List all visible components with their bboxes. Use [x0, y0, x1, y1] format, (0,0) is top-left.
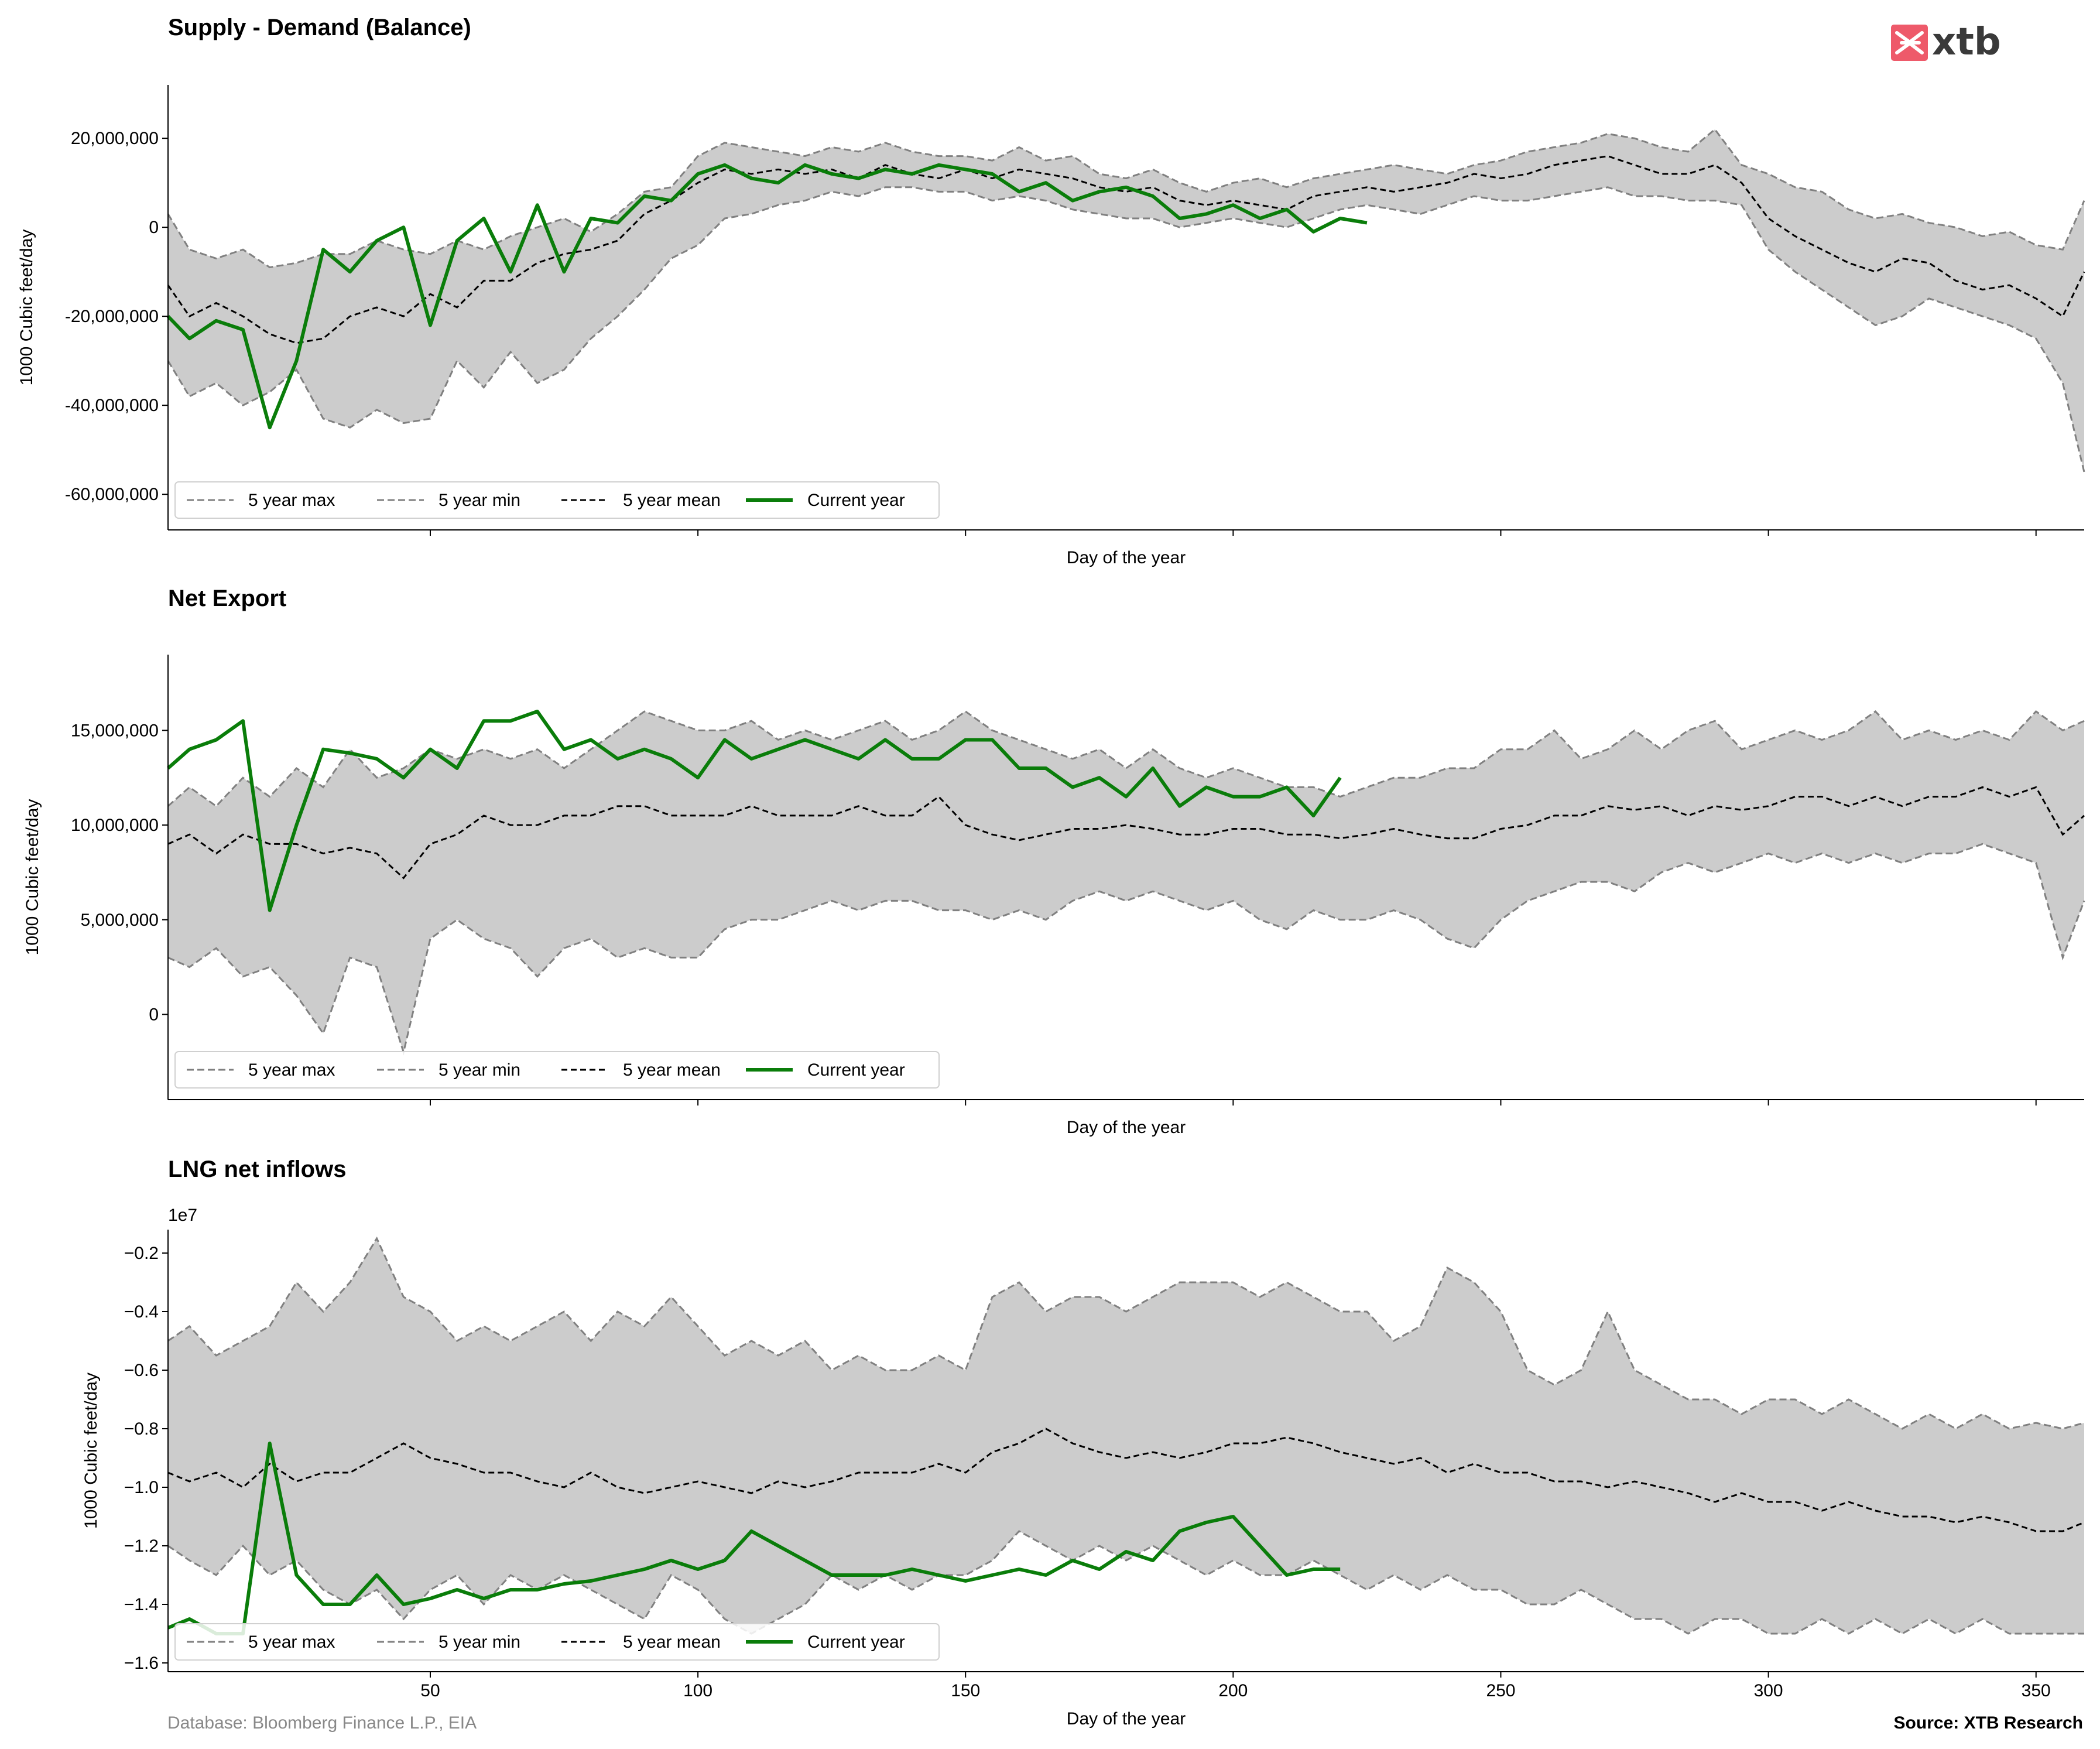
- chart-panel-1: Supply - Demand (Balance) 20,000,000 0 -20,…: [17, 15, 2085, 567]
- xtb-logo: xtb: [1891, 20, 2001, 64]
- y-tick-label: -20,000,000: [65, 307, 159, 326]
- series-current-year-line: [167, 1442, 1341, 1635]
- panel-title: LNG net inflows: [168, 1156, 346, 1182]
- y-tick-label: −1.2: [124, 1536, 159, 1556]
- legend-box: [174, 481, 940, 519]
- legend-entry: 5 year mean: [623, 1060, 721, 1080]
- panel-title: Supply - Demand (Balance): [168, 15, 471, 40]
- legend-entry: 5 year mean: [623, 491, 721, 510]
- series-5-year-mean-line: [167, 786, 2085, 879]
- legend-box: [174, 1051, 940, 1089]
- y-tick-label: −1.0: [124, 1478, 159, 1497]
- y-tick-label: 5,000,000: [81, 911, 159, 930]
- y-tick-label: 0: [149, 1005, 159, 1024]
- legend: 5 year max 5 year min 5 year mean Current y…: [174, 1623, 940, 1661]
- min-max-band: [168, 129, 2084, 473]
- y-offset-label: 1e7: [168, 1206, 197, 1225]
- panel-title: Net Export: [168, 586, 286, 611]
- x-tick-label: 150: [951, 1681, 980, 1700]
- legend-box: [174, 1623, 940, 1661]
- legend-entry: 5 year max: [248, 1060, 335, 1080]
- xtb-logo-cross-icon: [1895, 31, 1924, 54]
- legend-entry: Current year: [807, 491, 905, 510]
- y-tick-label: −0.4: [124, 1302, 159, 1322]
- legend-entry: 5 year mean: [623, 1632, 721, 1652]
- y-axis-label: 1000 Cubic feet/day: [23, 799, 42, 956]
- y-tick-label: -40,000,000: [65, 396, 159, 415]
- series-5-year-mean-line: [167, 1428, 2085, 1532]
- y-tick-label: 0: [149, 218, 159, 237]
- series-5-year-max-line: [167, 128, 2085, 269]
- series-current-year-line: [166, 163, 1368, 430]
- footer-database: Database: Bloomberg Finance L.P., EIA: [167, 1713, 477, 1733]
- y-axis-label: 1000 Cubic feet/day: [17, 230, 36, 386]
- y-tick-label: −0.2: [124, 1244, 159, 1263]
- x-tick-label: 350: [2022, 1681, 2051, 1700]
- legend: 5 year max 5 year min 5 year mean Current y…: [174, 481, 940, 519]
- series-5-year-mean-line: [167, 155, 2085, 344]
- y-tick-label: −1.6: [124, 1654, 159, 1673]
- legend-entry: Current year: [807, 1632, 905, 1652]
- legend: 5 year max 5 year min 5 year mean Current y…: [174, 1051, 940, 1089]
- chart-panels: Supply - Demand (Balance) 20,000,000 0 -20,…: [17, 15, 2085, 1729]
- y-tick-label: −0.8: [124, 1419, 159, 1439]
- y-axis-label: 1000 Cubic feet/day: [81, 1372, 101, 1529]
- series-current-year-line: [167, 710, 1342, 912]
- x-tick-label: 300: [1754, 1681, 1783, 1700]
- y-tick-label: 15,000,000: [71, 721, 159, 740]
- series-5-year-max-line: [167, 1236, 2085, 1430]
- legend-entry: 5 year min: [439, 1632, 520, 1652]
- y-tick-label: -60,000,000: [65, 485, 159, 504]
- series-5-year-min-line: [167, 843, 2085, 1056]
- x-axis-label: Day of the year: [1067, 548, 1186, 567]
- legend-entry: 5 year max: [248, 1632, 335, 1652]
- y-tick-label: 10,000,000: [71, 816, 159, 835]
- x-axis-label: Day of the year: [1067, 1118, 1186, 1137]
- x-tick-label: 100: [683, 1681, 712, 1700]
- xtb-logo-text: xtb: [1932, 20, 2001, 64]
- chart-panel-3: LNG net inflows 1e7 −0.2 −0.4 −0.6 −0.8 −1.0 −1…: [81, 1156, 2085, 1729]
- min-max-band: [168, 711, 2084, 1053]
- min-max-band: [168, 1238, 2084, 1634]
- y-tick-label: 20,000,000: [71, 129, 159, 148]
- x-tick-label: 250: [1486, 1681, 1515, 1700]
- series-5-year-min-line: [167, 1530, 2084, 1635]
- legend-entry: 5 year max: [248, 491, 335, 510]
- x-axis-label: Day of the year: [1067, 1709, 1186, 1729]
- chart-panel-2: Net Export 15,000,000 10,000,000 5,000,000 0…: [23, 586, 2085, 1137]
- x-tick-label: 50: [420, 1681, 440, 1700]
- y-tick-label: −1.4: [124, 1595, 159, 1614]
- y-tick-label: −0.6: [124, 1361, 159, 1380]
- legend-entry: 5 year min: [439, 491, 520, 510]
- legend-entry: Current year: [807, 1060, 905, 1080]
- series-5-year-min-line: [167, 186, 2085, 473]
- x-tick-label: 200: [1218, 1681, 1248, 1700]
- legend-entry: 5 year min: [439, 1060, 520, 1080]
- footer-source: Source: XTB Research: [1894, 1713, 2083, 1733]
